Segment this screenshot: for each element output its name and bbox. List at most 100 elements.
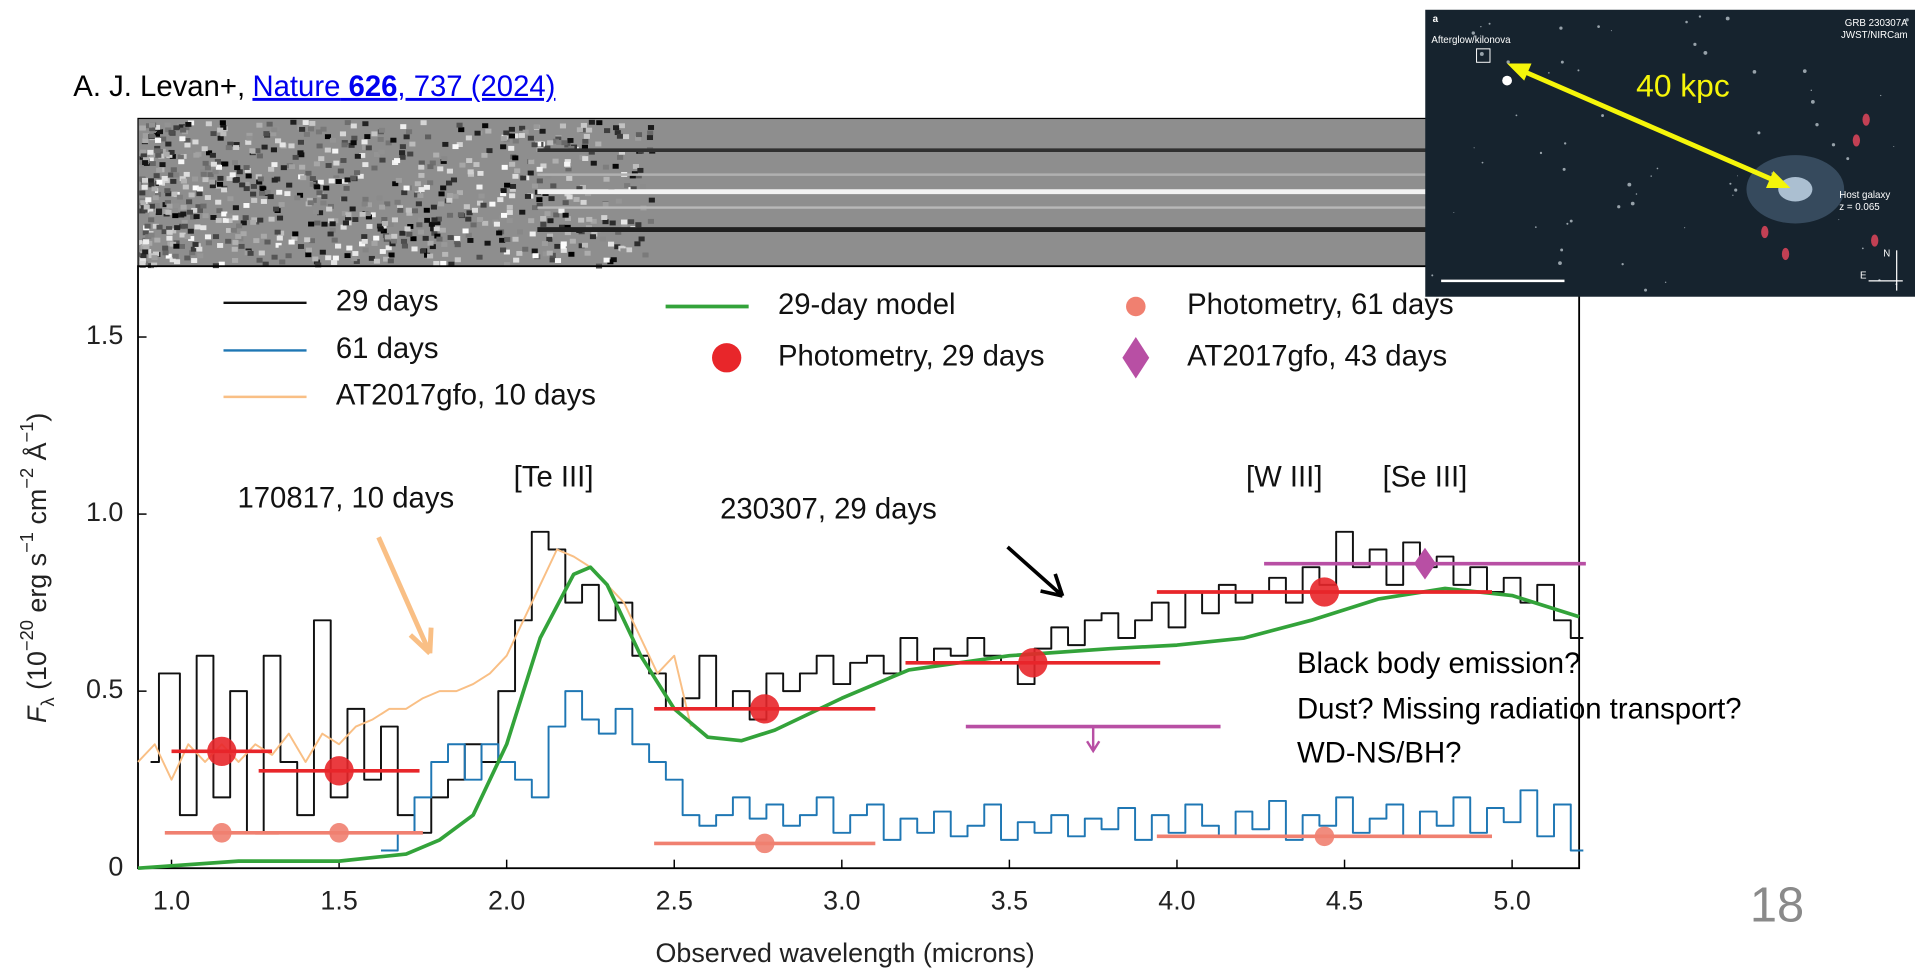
star <box>1481 161 1484 164</box>
noise-pixel <box>529 231 536 237</box>
noise-pixel <box>148 190 155 196</box>
noise-pixel <box>271 254 278 260</box>
noise-pixel <box>622 134 630 140</box>
noise-pixel <box>552 138 560 144</box>
noise-pixel <box>560 241 567 247</box>
star <box>1621 263 1624 266</box>
data-point <box>324 756 354 786</box>
noise-pixel <box>362 247 369 253</box>
noise-pixel <box>554 243 561 249</box>
noise-pixel <box>576 127 583 133</box>
citation-link[interactable]: , 737 (2024) <box>397 70 555 103</box>
noise-pixel <box>361 139 368 145</box>
noise-pixel <box>288 239 295 245</box>
noise-pixel <box>237 236 244 242</box>
star <box>1488 22 1491 25</box>
noise-pixel <box>323 185 330 191</box>
noise-pixel <box>304 237 311 243</box>
noise-pixel <box>168 172 175 178</box>
noise-pixel <box>278 202 285 207</box>
redshift-label: z = 0.065 <box>1839 202 1880 213</box>
noise-pixel <box>156 224 163 230</box>
noise-pixel <box>620 219 628 225</box>
noise-pixel <box>216 181 224 187</box>
star <box>1802 69 1807 73</box>
noise-pixel <box>271 127 278 133</box>
star <box>1479 52 1484 56</box>
star <box>1644 288 1648 292</box>
red-source <box>1862 113 1870 126</box>
noise-pixel <box>227 141 234 147</box>
noise-pixel <box>512 138 519 144</box>
noise-pixel <box>326 206 333 212</box>
noise-pixel <box>438 191 445 197</box>
star <box>1506 60 1510 64</box>
noise-pixel <box>522 129 529 135</box>
citation-link[interactable]: Nature <box>252 70 340 103</box>
noise-pixel <box>165 127 172 133</box>
noise-pixel <box>313 180 320 186</box>
data-point <box>1413 547 1436 580</box>
star <box>1757 131 1761 135</box>
noise-pixel <box>344 120 351 126</box>
noise-pixel <box>257 176 264 182</box>
noise-pixel <box>465 216 472 222</box>
noise-pixel <box>369 212 376 218</box>
noise-pixel <box>500 212 508 218</box>
noise-pixel <box>427 240 434 246</box>
noise-pixel <box>542 251 549 257</box>
legend-label: AT2017gfo, 43 days <box>1187 340 1447 373</box>
noise-pixel <box>561 140 568 146</box>
noise-pixel <box>596 120 603 126</box>
noise-pixel <box>339 131 347 137</box>
annotation: [Se III] <box>1383 460 1468 493</box>
noise-pixel <box>332 255 339 261</box>
noise-pixel <box>215 218 222 223</box>
noise-pixel <box>147 178 154 184</box>
noise-pixel <box>427 164 434 170</box>
noise-pixel <box>142 230 149 236</box>
noise-pixel <box>200 225 207 231</box>
noise-pixel <box>467 238 474 243</box>
noise-pixel <box>180 204 187 210</box>
noise-pixel <box>531 183 539 189</box>
y-label-part: (10 <box>22 651 52 697</box>
noise-pixel <box>489 201 496 207</box>
noise-pixel <box>632 164 639 169</box>
noise-pixel <box>316 210 324 216</box>
noise-pixel <box>260 199 267 204</box>
noise-pixel <box>584 250 591 256</box>
annotation: [Te III] <box>514 460 594 493</box>
noise-pixel <box>312 209 319 215</box>
star <box>1650 175 1652 177</box>
citation-link[interactable]: 626 <box>340 70 397 103</box>
noise-pixel <box>341 196 348 202</box>
data-point <box>212 823 232 843</box>
noise-pixel <box>163 151 170 157</box>
noise-pixel <box>404 226 411 232</box>
noise-pixel <box>470 222 477 228</box>
noise-pixel <box>142 181 149 187</box>
noise-pixel <box>388 252 395 258</box>
noise-pixel <box>333 160 340 166</box>
noise-pixel <box>508 133 516 139</box>
noise-pixel <box>512 236 519 242</box>
noise-pixel <box>155 138 162 143</box>
noise-pixel <box>186 209 193 215</box>
noise-pixel <box>431 217 438 223</box>
noise-pixel <box>373 152 380 157</box>
star <box>1431 274 1434 277</box>
noise-pixel <box>180 127 187 133</box>
noise-pixel <box>236 223 243 229</box>
noise-pixel <box>612 163 619 169</box>
noise-pixel <box>149 133 156 139</box>
noise-pixel <box>646 135 654 141</box>
noise-pixel <box>210 161 217 167</box>
star <box>1558 261 1562 265</box>
noise-pixel <box>384 234 391 240</box>
red-source <box>1852 134 1861 147</box>
y-tick-label: 1.0 <box>86 497 123 527</box>
noise-pixel <box>399 230 406 236</box>
noise-pixel <box>297 139 304 145</box>
noise-pixel <box>467 171 475 177</box>
